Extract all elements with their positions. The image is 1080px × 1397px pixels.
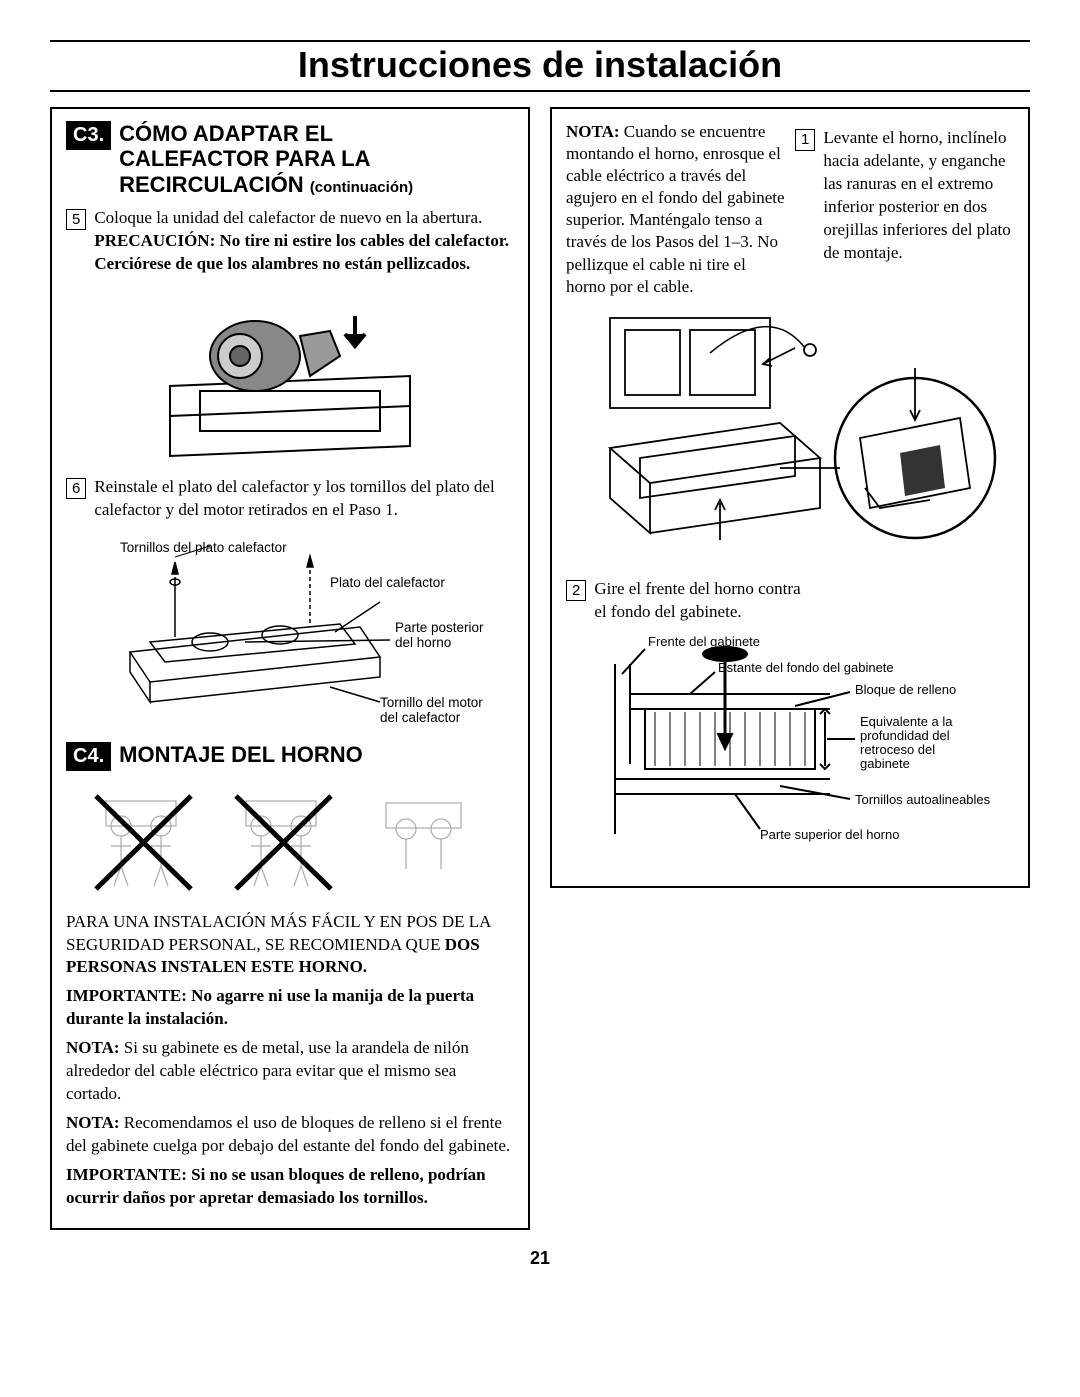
section-c4-header: C4. MONTAJE DEL HORNO: [66, 742, 514, 771]
step-1: 1 Levante el horno, inclínelo hacia adel…: [795, 127, 1014, 265]
step-5-body: Coloque la unidad del calefactor de nuev…: [94, 207, 514, 276]
section-c4-tag: C4.: [66, 742, 111, 771]
step-2: 2 Gire el frente del horno contra el fon…: [566, 578, 806, 624]
c4-p2: IMPORTANTE: No agarre ni use la manija d…: [66, 985, 514, 1031]
page-number: 21: [50, 1248, 1030, 1269]
section-c3-header: C3. CÓMO ADAPTAR EL CALEFACTOR PARA LA R…: [66, 121, 514, 197]
cabinet-section-diagram: Frente del gabinete Estante del fondo de…: [570, 634, 1010, 864]
label-plate: Plato del calefactor: [330, 575, 445, 590]
label-screws: Tornillos autoalineables: [855, 792, 991, 807]
label-screws-plate: Tornillos del plato calefactor: [120, 540, 287, 555]
step-2-body: Gire el frente del horno contra el fondo…: [594, 578, 806, 624]
step-5: 5 Coloque la unidad del calefactor de nu…: [66, 207, 514, 276]
label-back: Parte posterior del horno: [395, 620, 487, 650]
section-c3-tag: C3.: [66, 121, 111, 150]
label-motor-screw: Tornillo del motor del calefactor: [380, 695, 487, 725]
content-columns: C3. CÓMO ADAPTAR EL CALEFACTOR PARA LA R…: [50, 107, 1030, 1230]
step-5-number: 5: [66, 209, 86, 231]
page-title: Instrucciones de instalación: [50, 40, 1030, 92]
right-top-row: NOTA: Cuando se encuentre montando el ho…: [566, 121, 1014, 298]
label-oven-top: Parte superior del horno: [760, 827, 899, 842]
c4-p5: IMPORTANTE: Si no se usan bloques de rel…: [66, 1164, 514, 1210]
microwave-mount-diagram: [570, 308, 1010, 568]
label-cabinet-front: Frente del gabinete: [648, 634, 760, 649]
step-2-number: 2: [566, 580, 586, 602]
plate-diagram: Tornillos del plato calefactor Plato del…: [80, 532, 500, 732]
label-depth: Equivalente a la profundidad del retroce…: [860, 714, 956, 771]
step-6-number: 6: [66, 478, 86, 500]
section-c3-title: CÓMO ADAPTAR EL CALEFACTOR PARA LA RECIR…: [119, 121, 413, 197]
step-6: 6 Reinstale el plato del calefactor y lo…: [66, 476, 514, 522]
c4-p1: PARA UNA INSTALACIÓN MÁS FÁCIL Y EN POS …: [66, 911, 514, 980]
step-1-body: Levante el horno, inclínelo hacia adelan…: [823, 127, 1014, 265]
step-1-number: 1: [795, 129, 815, 151]
section-c4-title: MONTAJE DEL HORNO: [119, 742, 363, 767]
blower-diagram: [140, 286, 440, 466]
people-diagram: [66, 781, 486, 901]
c4-p3: NOTA: Si su gabinete es de metal, use la…: [66, 1037, 514, 1106]
c4-p4: NOTA: Recomendamos el uso de bloques de …: [66, 1112, 514, 1158]
left-column: C3. CÓMO ADAPTAR EL CALEFACTOR PARA LA R…: [50, 107, 530, 1230]
label-bottom-shelf: Estante del fondo del gabinete: [718, 660, 894, 675]
right-column: NOTA: Cuando se encuentre montando el ho…: [550, 107, 1030, 888]
label-filler-block: Bloque de relleno: [855, 682, 956, 697]
right-note: NOTA: Cuando se encuentre montando el ho…: [566, 121, 785, 298]
step-6-body: Reinstale el plato del calefactor y los …: [94, 476, 514, 522]
